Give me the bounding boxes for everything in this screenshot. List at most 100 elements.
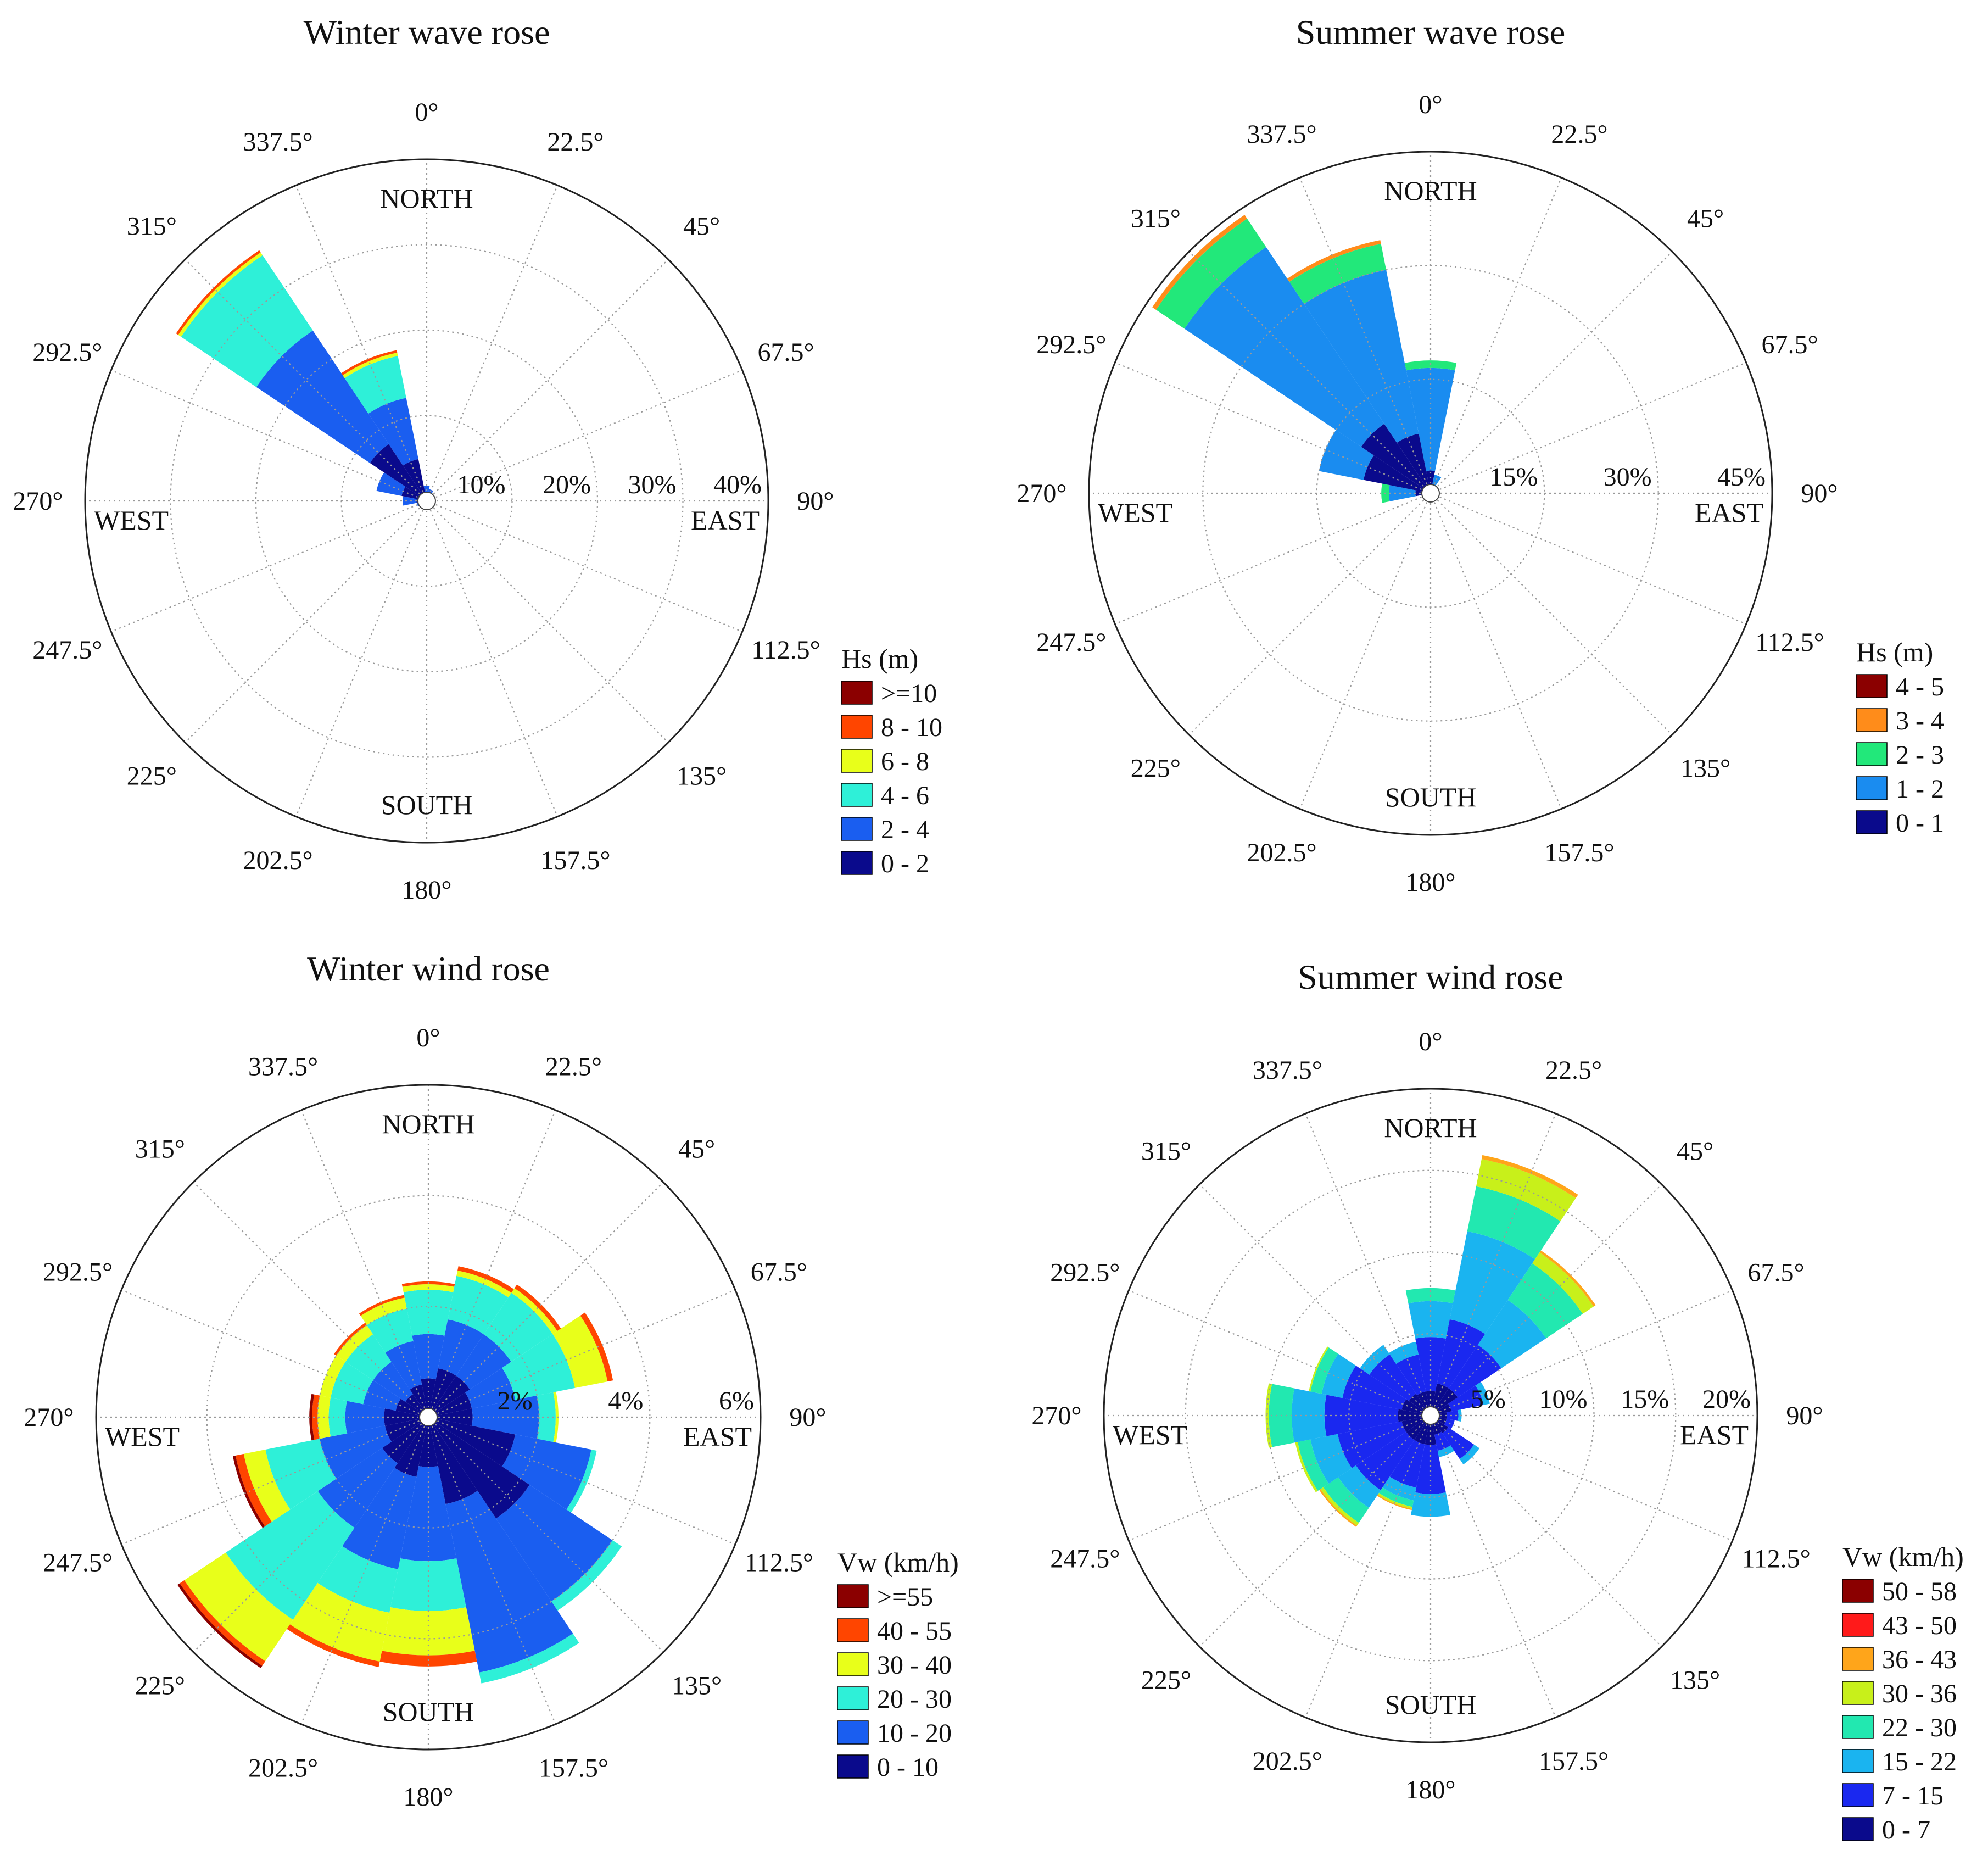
legend-swatch bbox=[1842, 1579, 1874, 1603]
angle-label: 292.5° bbox=[1050, 1258, 1120, 1287]
legend-swatch bbox=[841, 851, 873, 875]
legend-swatch bbox=[841, 783, 873, 807]
rose-sector-segment bbox=[243, 1450, 291, 1522]
angle-label: 112.5° bbox=[1755, 628, 1824, 657]
rose-ring bbox=[1185, 1169, 1677, 1662]
rose-sector-segment bbox=[457, 1266, 514, 1293]
rose-sector-segment bbox=[390, 1558, 466, 1611]
rose-sector-segment bbox=[502, 1334, 576, 1400]
rose-sector-segment bbox=[537, 1392, 556, 1442]
legend-label: 43 - 50 bbox=[1882, 1611, 1957, 1640]
rose-sector-segment bbox=[1437, 1445, 1454, 1457]
angle-label: 337.5° bbox=[243, 127, 312, 157]
rose-sector-segment bbox=[385, 1341, 422, 1390]
legend: Hs (m) 4 - 5 3 - 4 2 - 3 1 - 2 0 - 1 bbox=[1856, 637, 1944, 838]
radial-tick-label: 2% bbox=[498, 1386, 533, 1416]
radial-tick-label: 20% bbox=[543, 470, 591, 499]
angle-label: 270° bbox=[1031, 1401, 1081, 1430]
chart-title: Summer wave rose bbox=[1296, 13, 1566, 52]
rose-spoke bbox=[428, 1417, 664, 1653]
rose-spoke bbox=[427, 1110, 556, 1418]
legend: Vw (km/h) 50 - 58 43 - 50 36 - 43 30 - 36 22 … bbox=[1842, 1541, 1964, 1845]
rose-sector-segment bbox=[1507, 1263, 1583, 1339]
legend-title: Vw (km/h) bbox=[1842, 1541, 1964, 1572]
rose-outer-circle bbox=[1103, 1088, 1758, 1743]
rose-sector-segment bbox=[1475, 1381, 1490, 1405]
rose-sector-segment bbox=[1476, 1159, 1576, 1222]
angle-label: 180° bbox=[1405, 868, 1455, 897]
rose-sector-segment bbox=[1388, 1341, 1419, 1364]
compass-label-south: SOUTH bbox=[383, 1696, 474, 1727]
legend-swatch bbox=[841, 715, 873, 739]
angle-label: 225° bbox=[135, 1671, 185, 1701]
rose-spoke bbox=[428, 1289, 736, 1418]
rose-outer-circle bbox=[84, 158, 769, 844]
angle-label: 337.5° bbox=[1247, 120, 1316, 149]
compass-label-north: NORTH bbox=[1384, 1112, 1477, 1143]
angle-label: 45° bbox=[683, 211, 720, 241]
rose-sector-segment bbox=[438, 1319, 484, 1376]
rose-sector-segment bbox=[363, 1380, 401, 1411]
rose-sector-segment bbox=[376, 472, 406, 496]
legend-swatch bbox=[1842, 1783, 1874, 1807]
rose-sector-segment bbox=[368, 398, 418, 466]
angle-label: 0° bbox=[416, 1023, 440, 1052]
legend-title: Hs (m) bbox=[1856, 637, 1933, 667]
rose-center bbox=[1421, 484, 1440, 503]
rose-sector-segment bbox=[1310, 1347, 1338, 1394]
compass-label-south: SOUTH bbox=[1385, 1689, 1477, 1720]
rose-sector-segment bbox=[1397, 433, 1431, 493]
rose-sector-segment bbox=[226, 1491, 355, 1620]
angle-label: 135° bbox=[1680, 754, 1730, 783]
legend-label: 1 - 2 bbox=[1896, 774, 1944, 804]
angle-label: 292.5° bbox=[43, 1258, 113, 1287]
rose-sector-segment bbox=[483, 1292, 553, 1362]
rose-sector-segment bbox=[403, 459, 427, 501]
rose-center bbox=[417, 492, 436, 510]
compass-label-west: WEST bbox=[1098, 497, 1172, 528]
legend-label: 2 - 4 bbox=[881, 815, 929, 844]
rose-sector-segment bbox=[1431, 1388, 1458, 1416]
angle-label: 22.5° bbox=[1551, 120, 1607, 149]
rose-sector-segment bbox=[1437, 1319, 1486, 1389]
angle-label: 0° bbox=[415, 98, 438, 127]
legend-swatch bbox=[841, 681, 873, 705]
rose-sector-segment bbox=[330, 1362, 373, 1405]
rose-spoke bbox=[1128, 1414, 1431, 1541]
rose-sector-segment bbox=[289, 1582, 390, 1662]
rose-sector-segment bbox=[479, 1634, 579, 1684]
legend-label: 40 - 55 bbox=[877, 1617, 952, 1646]
legend-swatch bbox=[1842, 1749, 1874, 1773]
rose-chart-3: Winter wind rose 2% 4% 6% 0° 22.5° 45° 67.5° 90°… bbox=[24, 949, 958, 1812]
rose-sector-segment bbox=[423, 486, 430, 493]
legend-label: 50 - 58 bbox=[1882, 1577, 1957, 1606]
rose-sector-segment bbox=[1532, 1252, 1594, 1314]
rose-sector-segment bbox=[343, 353, 398, 378]
rose-grid bbox=[84, 158, 769, 844]
angle-label: 157.5° bbox=[1539, 1747, 1609, 1776]
rose-sector-segment bbox=[379, 1651, 477, 1667]
radial-tick-label: 30% bbox=[1604, 462, 1652, 492]
chart-title: Winter wind rose bbox=[307, 949, 550, 988]
rose-sector-segment bbox=[428, 1408, 473, 1426]
compass-label-south: SOUTH bbox=[1385, 782, 1477, 812]
legend-label: 30 - 40 bbox=[877, 1651, 952, 1680]
angle-label: 270° bbox=[13, 487, 63, 516]
legend-swatch bbox=[1856, 674, 1888, 698]
legend-label: 0 - 7 bbox=[1882, 1815, 1930, 1845]
rose-sector-segment bbox=[342, 1468, 417, 1569]
rose-spoke bbox=[1430, 1290, 1733, 1417]
rose-sector-segment bbox=[1287, 240, 1381, 282]
radial-tick-label: 5% bbox=[1471, 1385, 1506, 1414]
rose-grid bbox=[95, 1084, 762, 1751]
angle-label: 315° bbox=[1141, 1136, 1191, 1166]
rose-sector-segment bbox=[1310, 1434, 1352, 1484]
rose-sector-segment bbox=[410, 1384, 428, 1417]
rose-sector-segment bbox=[1360, 1345, 1390, 1375]
legend-label: 10 - 20 bbox=[877, 1719, 952, 1748]
angle-label: 135° bbox=[672, 1671, 722, 1701]
radial-tick-label: 15% bbox=[1489, 462, 1538, 492]
legend-swatch bbox=[1856, 776, 1888, 800]
rose-sector-segment bbox=[1467, 1186, 1561, 1260]
